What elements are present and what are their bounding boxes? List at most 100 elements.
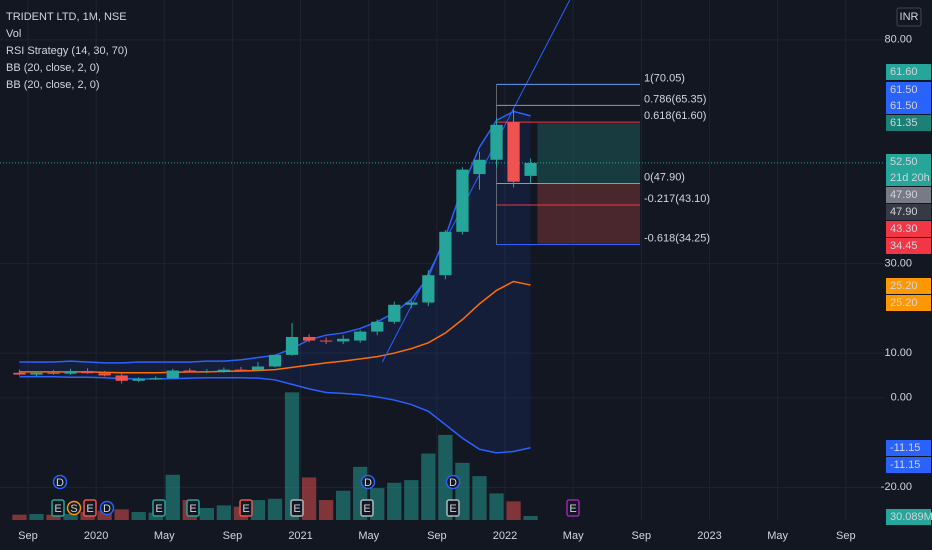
candle-body xyxy=(132,378,145,381)
volume-bar xyxy=(506,501,521,520)
indicator-label: BB (20, close, 2, 0) xyxy=(6,79,100,91)
currency-box xyxy=(896,7,922,27)
trendline xyxy=(381,0,571,363)
x-tick-label: May xyxy=(767,530,788,542)
y-tick-label: -20.00 xyxy=(881,481,912,493)
candle-body xyxy=(98,373,111,376)
candle-body xyxy=(490,124,503,160)
volume-bar xyxy=(284,392,300,520)
candle-body xyxy=(422,275,435,303)
event-marker xyxy=(566,499,580,517)
y-tick-label: 80.00 xyxy=(884,34,912,46)
price-badge-label: 30.089M xyxy=(890,511,932,523)
volume-bar xyxy=(489,493,504,520)
volume-bar xyxy=(46,514,61,520)
price-badge-label: 61.60 xyxy=(890,66,918,78)
event-label: E xyxy=(569,503,576,515)
candle-body xyxy=(337,338,350,342)
price-badge-label: 34.45 xyxy=(890,240,918,252)
candle-body xyxy=(30,372,43,375)
indicator-label: RSI Strategy (14, 30, 70) xyxy=(6,45,128,57)
volume-bar xyxy=(438,434,453,520)
event-marker xyxy=(360,499,374,517)
volume-bar xyxy=(523,515,538,520)
x-tick-label: Sep xyxy=(223,530,243,542)
volume-bar xyxy=(301,477,317,520)
price-badge xyxy=(886,295,931,311)
price-badge xyxy=(886,64,931,80)
event-label: D xyxy=(364,477,372,489)
price-badge xyxy=(886,115,931,131)
candle-body xyxy=(473,159,486,175)
event-label: E xyxy=(86,503,93,515)
y-tick-label: 10.00 xyxy=(884,347,912,359)
bb-fill xyxy=(19,111,531,453)
event-label: E xyxy=(293,503,300,515)
volume-bar xyxy=(421,453,436,520)
volume-bar xyxy=(472,476,487,520)
chart-title: TRIDENT LTD, 1M, NSE xyxy=(6,11,127,23)
event-marker xyxy=(99,500,115,516)
volume-bar xyxy=(29,514,44,520)
price-badge xyxy=(886,82,931,98)
candle-body xyxy=(251,366,265,371)
volume-bar xyxy=(63,514,78,520)
x-tick-label: 2023 xyxy=(697,530,721,542)
candle-body xyxy=(47,372,60,374)
event-marker xyxy=(186,499,200,517)
fib-label: 0.618(61.60) xyxy=(644,110,706,122)
price-badge-label: -11.15 xyxy=(890,442,920,454)
event-marker xyxy=(239,499,253,517)
price-badge-label: 61.35 xyxy=(890,117,918,129)
price-badge xyxy=(886,204,931,220)
y-tick-label: 30.00 xyxy=(884,257,912,269)
volume-bar xyxy=(165,474,180,520)
price-badge xyxy=(886,440,931,456)
volume-bar xyxy=(318,500,334,520)
event-marker xyxy=(360,474,376,490)
volume-bar xyxy=(12,514,27,520)
price-badge xyxy=(886,238,931,254)
volume-bar xyxy=(267,498,283,520)
candle-body xyxy=(285,336,299,355)
price-badge xyxy=(886,278,931,294)
event-label: E xyxy=(54,503,61,515)
x-tick-label: Sep xyxy=(18,530,38,542)
price-badge-label: 47.90 xyxy=(890,189,918,201)
x-tick-label: May xyxy=(358,530,379,542)
candle-body xyxy=(64,370,77,374)
fib-label: 1(70.05) xyxy=(644,72,685,84)
price-badge xyxy=(886,221,931,237)
x-tick-label: Sep xyxy=(632,530,652,542)
position-profit xyxy=(537,123,640,184)
volume-bar xyxy=(131,512,146,520)
x-tick-label: 2021 xyxy=(288,530,312,542)
event-label: D xyxy=(103,503,111,515)
candle-body xyxy=(524,162,537,176)
x-tick-label: May xyxy=(563,530,584,542)
candle-body xyxy=(456,169,469,232)
volume-bar xyxy=(216,505,232,520)
candle-body xyxy=(354,331,367,341)
event-marker xyxy=(290,499,304,517)
price-badge xyxy=(886,457,931,473)
candle-body xyxy=(439,231,452,276)
candle-body xyxy=(200,370,213,372)
candle-body xyxy=(302,336,316,341)
price-badge-label: -11.15 xyxy=(890,459,920,471)
volume-bar xyxy=(387,482,402,520)
x-tick-label: 2022 xyxy=(493,530,517,542)
event-marker xyxy=(52,474,68,490)
indicator-label: Vol xyxy=(6,28,21,40)
candle-body xyxy=(115,375,128,381)
candle-body xyxy=(183,370,196,372)
event-marker xyxy=(445,474,461,490)
x-tick-label: Sep xyxy=(427,530,447,542)
event-label: D xyxy=(449,477,457,489)
candle-body xyxy=(13,372,26,375)
price-badge-label: 61.50 xyxy=(890,84,918,96)
price-badge-label: 43.30 xyxy=(890,223,918,235)
price-badge xyxy=(886,187,931,203)
